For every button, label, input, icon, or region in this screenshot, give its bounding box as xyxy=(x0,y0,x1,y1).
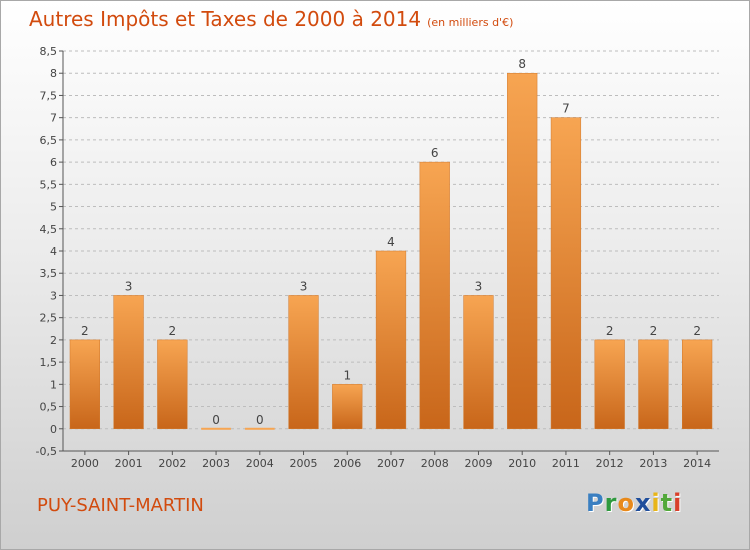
bar-value-label: 4 xyxy=(387,235,395,249)
bar-value-label: 2 xyxy=(693,324,701,338)
y-tick-label: 6 xyxy=(50,156,57,169)
bar-value-label: 7 xyxy=(562,102,570,116)
y-axis-tick-labels: -0,5 0 0,5 1 1,5 2 2,5 3 3,5 4 4,5 5 5,5 6 6,5 7 7,5 8 8,5 xyxy=(36,45,57,458)
y-tick-label: 3 xyxy=(50,289,57,302)
x-tick-label: 2013 xyxy=(639,457,667,470)
bar-value-label: 2 xyxy=(606,324,614,338)
y-tick-label: 2,5 xyxy=(40,312,58,325)
bar-2000 xyxy=(69,339,100,430)
bar-value-label: 6 xyxy=(431,146,439,160)
x-tick-label: 2004 xyxy=(246,457,274,470)
y-tick-label: 8,5 xyxy=(40,45,58,58)
x-tick-label: 2000 xyxy=(71,457,99,470)
y-tick-label: 0,5 xyxy=(40,401,58,414)
bar-value-label: 2 xyxy=(169,324,177,338)
logo-letter: t xyxy=(660,489,674,517)
y-tick-label: -0,5 xyxy=(36,445,57,458)
bar-2004 xyxy=(244,427,275,430)
bar-value-label: 8 xyxy=(518,57,526,71)
x-tick-label: 2014 xyxy=(683,457,711,470)
bar-value-label: 1 xyxy=(343,368,351,382)
bar-2008 xyxy=(419,161,450,430)
logo-letter: i xyxy=(673,489,683,517)
y-tick-label: 1,5 xyxy=(40,356,58,369)
x-tick-label: 2011 xyxy=(552,457,580,470)
x-tick-label: 2001 xyxy=(115,457,143,470)
bar-2010 xyxy=(507,72,538,430)
bar-value-label: 3 xyxy=(475,279,483,293)
y-tick-label: 4 xyxy=(50,245,57,258)
bar-2006 xyxy=(332,384,363,430)
bar-value-label: 2 xyxy=(81,324,89,338)
bar-2001 xyxy=(113,295,144,430)
brand-logo: Proxiti xyxy=(586,489,682,517)
bars xyxy=(69,72,713,430)
title-unit: (en milliers d'€) xyxy=(427,16,514,29)
bar-2002 xyxy=(157,339,188,430)
x-tick-label: 2007 xyxy=(377,457,405,470)
x-tick-label: 2002 xyxy=(158,457,186,470)
axes xyxy=(59,50,719,455)
y-tick-label: 0 xyxy=(50,423,57,436)
logo-letter: i xyxy=(651,489,661,517)
logo-letter: o xyxy=(617,489,635,517)
y-tick-label: 7 xyxy=(50,112,57,125)
x-tick-label: 2009 xyxy=(464,457,492,470)
chart-title: Autres Impôts et Taxes de 2000 à 2014 (en… xyxy=(29,7,513,31)
x-tick-label: 2003 xyxy=(202,457,230,470)
bar-value-label: 0 xyxy=(256,413,264,427)
y-tick-label: 6,5 xyxy=(40,134,58,147)
y-tick-label: 4,5 xyxy=(40,223,58,236)
bar-2014 xyxy=(682,339,713,430)
y-tick-label: 7,5 xyxy=(40,89,58,102)
logo-letter: x xyxy=(634,489,652,517)
location-name: PUY-SAINT-MARTIN xyxy=(37,495,204,516)
bar-2012 xyxy=(594,339,625,430)
y-tick-label: 5 xyxy=(50,201,57,214)
y-tick-label: 3,5 xyxy=(40,267,58,280)
bar-2009 xyxy=(463,295,494,430)
x-tick-label: 2005 xyxy=(290,457,318,470)
y-tick-label: 5,5 xyxy=(40,178,58,191)
bar-value-labels: 2 3 2 0 0 3 1 4 6 3 8 7 2 2 2 xyxy=(81,57,701,427)
bar-value-label: 3 xyxy=(300,279,308,293)
logo-letter: P xyxy=(586,489,605,517)
bar-value-label: 0 xyxy=(212,413,220,427)
bar-2003 xyxy=(201,427,231,430)
logo-letter: r xyxy=(604,489,618,517)
x-tick-label: 2008 xyxy=(421,457,449,470)
x-axis-tick-labels: 2000 2001 2002 2003 2004 2005 2006 2007 2008 2009… xyxy=(71,457,711,470)
y-tick-label: 1 xyxy=(50,378,57,391)
y-tick-label: 2 xyxy=(50,334,57,347)
bar-2013 xyxy=(638,339,669,430)
x-tick-label: 2006 xyxy=(333,457,361,470)
title-text: Autres Impôts et Taxes de 2000 à 2014 xyxy=(29,7,422,31)
bar-2011 xyxy=(550,117,582,430)
x-tick-label: 2010 xyxy=(508,457,536,470)
y-tick-label: 8 xyxy=(50,67,57,80)
x-tick-label: 2012 xyxy=(596,457,624,470)
bar-2007 xyxy=(375,250,407,430)
bar-value-label: 3 xyxy=(125,279,133,293)
bar-2005 xyxy=(288,295,319,430)
bar-value-label: 2 xyxy=(650,324,658,338)
